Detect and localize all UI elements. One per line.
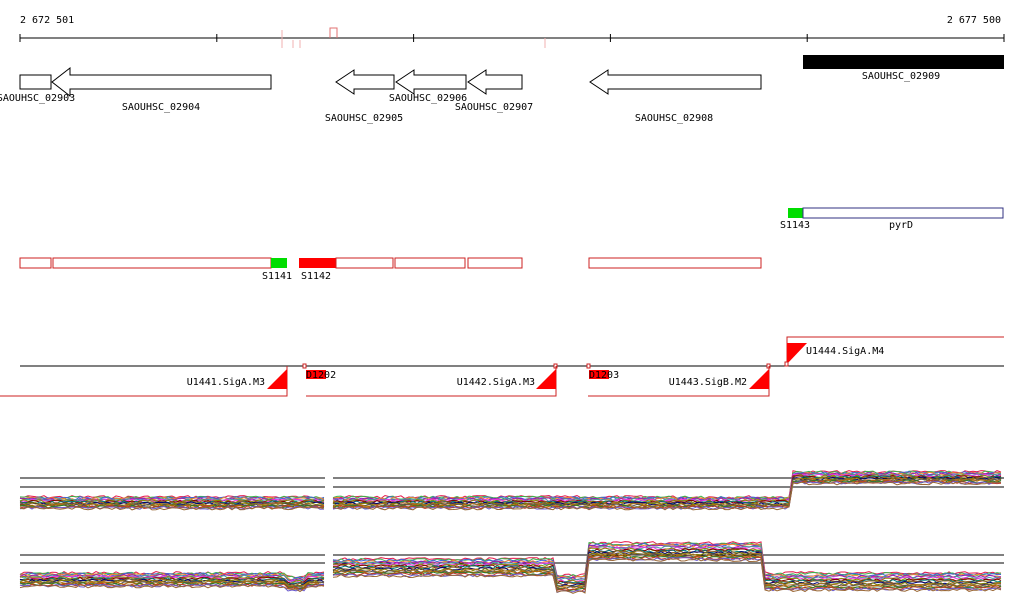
gene-label: SAOUHSC_02906 [389, 93, 467, 104]
gene-label: SAOUHSC_02905 [325, 113, 403, 124]
expression-profile-line [332, 555, 1002, 592]
tu-marker [784, 361, 789, 367]
ruler-end-label: 2 677 500 [947, 15, 1001, 26]
coordinate-ruler: 2 672 501 2 677 500 [19, 15, 1005, 48]
ruler-marker [329, 27, 338, 38]
transcription-unit-track: U1444.SigA.M4 D1202 D1203 U1441.SigA.M3 … [0, 336, 1004, 397]
gene-arrow [395, 69, 467, 95]
segment-box[interactable] [588, 257, 762, 269]
gene-label: SAOUHSC_02904 [122, 102, 200, 113]
gene-saouhsc-02906[interactable]: SAOUHSC_02906 [389, 69, 467, 104]
tu-label-d1203: D1203 [589, 370, 619, 381]
expression-profile-line [332, 553, 1002, 590]
tu-label-d1202: D1202 [306, 370, 336, 381]
expression-profile-line [332, 543, 1002, 580]
segment-track-forward: S1143 pyrD [780, 207, 1004, 231]
expression-profile-line [332, 481, 1002, 511]
gene-saouhsc-02907[interactable]: SAOUHSC_02907 [455, 69, 533, 113]
expression-profile-line [19, 580, 325, 588]
tu-label-u1442: U1442.SigA.M3 [457, 377, 535, 388]
gene-saouhsc-02908[interactable]: SAOUHSC_02908 [589, 69, 762, 124]
segment-label-s1141: S1141 [262, 271, 292, 282]
expression-profiles [19, 470, 1002, 511]
segment-label-pyrd: pyrD [889, 220, 913, 231]
promoter-marker[interactable] [271, 258, 287, 268]
tu-arrow-u1441 [267, 369, 287, 389]
segment-red[interactable] [299, 258, 336, 268]
gene-box [19, 74, 52, 90]
expression-profile-line [19, 573, 325, 581]
tu-box-d1203[interactable] [589, 370, 609, 379]
expression-profile-line [19, 500, 325, 505]
gene-track: SAOUHSC_02903 SAOUHSC_02904 SAOUHSC_0290… [0, 55, 1004, 124]
ruler-start-label: 2 672 501 [20, 15, 74, 26]
gene-arrow [467, 69, 523, 95]
expression-profile-line [332, 550, 1002, 586]
segment-track-reverse: S1141 S1142 [19, 257, 762, 282]
gene-saouhsc-02904[interactable]: SAOUHSC_02904 [51, 66, 272, 113]
expression-profile-line [19, 584, 325, 593]
segment-box[interactable] [335, 257, 394, 269]
tu-arrow-u1442 [536, 369, 556, 389]
segment-label-s1142: S1142 [301, 271, 331, 282]
tu-marker [586, 363, 591, 369]
expression-profile-line [332, 558, 1002, 594]
segment-box[interactable] [52, 257, 272, 269]
expression-profile-line [19, 506, 325, 511]
promoter-marker[interactable] [788, 208, 803, 218]
segment-box[interactable] [467, 257, 523, 269]
expression-profile-line [332, 472, 1002, 503]
tu-arrow-u1443 [749, 369, 769, 389]
gene-label: SAOUHSC_02908 [635, 113, 713, 124]
ruler-ticks [19, 34, 1005, 42]
gene-arrow [335, 69, 395, 95]
expression-profile-line [19, 498, 325, 503]
tu-marker [302, 363, 307, 369]
ruler-marker [281, 30, 301, 48]
gene-saouhsc-02905[interactable]: SAOUHSC_02905 [325, 69, 403, 124]
expression-profile-line [332, 477, 1002, 507]
expression-profile-line [19, 575, 325, 583]
gene-label: SAOUHSC_02909 [862, 71, 940, 82]
tu-label-u1443: U1443.SigB.M2 [669, 377, 747, 388]
gene-saouhsc-02903[interactable]: SAOUHSC_02903 [0, 74, 75, 104]
gene-arrow [589, 69, 762, 95]
gene-saouhsc-02909[interactable]: SAOUHSC_02909 [803, 55, 1004, 82]
segment-box[interactable] [19, 257, 52, 269]
expression-profile-line [19, 579, 325, 588]
expression-panel-upper [19, 470, 1004, 511]
segment-pyrd[interactable] [802, 207, 1004, 219]
gene-label: SAOUHSC_02903 [0, 93, 75, 104]
tu-label-u1444: U1444.SigA.M4 [806, 346, 884, 357]
segment-box[interactable] [394, 257, 466, 269]
gene-arrow [51, 66, 272, 98]
tu-box-d1202[interactable] [306, 370, 326, 379]
expression-panel-lower [19, 541, 1004, 594]
gene-box-filled [803, 55, 1004, 69]
gene-label: SAOUHSC_02907 [455, 102, 533, 113]
expression-profile-line [332, 475, 1002, 505]
tu-arrow-u1444 [787, 343, 807, 364]
expression-profile-line [332, 547, 1002, 584]
expression-profiles [19, 541, 1002, 594]
tu-label-u1441: U1441.SigA.M3 [187, 377, 265, 388]
segment-label-s1143: S1143 [780, 220, 810, 231]
